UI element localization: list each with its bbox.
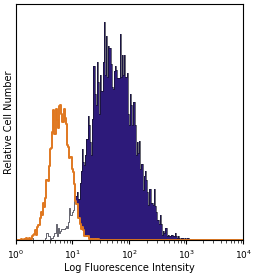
Y-axis label: Relative Cell Number: Relative Cell Number xyxy=(4,70,14,174)
X-axis label: Log Fluorescence Intensity: Log Fluorescence Intensity xyxy=(64,263,195,273)
